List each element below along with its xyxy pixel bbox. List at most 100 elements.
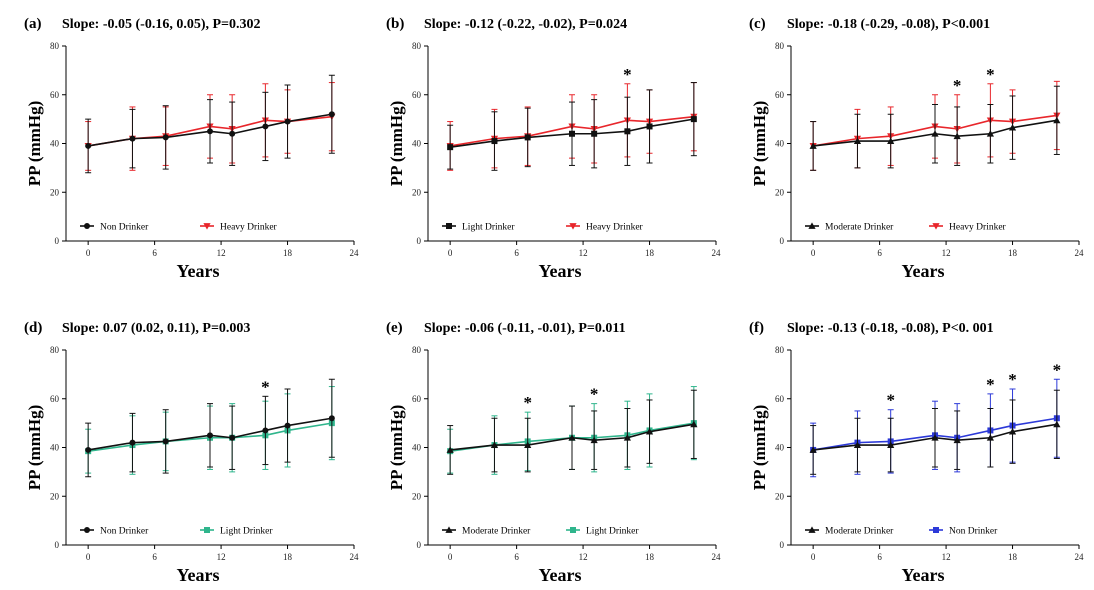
series-line	[813, 423, 1057, 451]
legend-label: Non Drinker	[100, 527, 149, 537]
data-point	[590, 436, 598, 444]
legend-marker	[84, 527, 90, 533]
y-axis-label: PP (mmHg)	[387, 101, 406, 186]
data-point	[1053, 420, 1061, 428]
x-tick-label: 12	[217, 552, 226, 562]
chart-title: Slope: -0.05 (-0.16, 0.05), P=0.302	[62, 17, 261, 32]
y-tick-label: 0	[55, 540, 60, 550]
y-axis-label: PP (mmHg)	[750, 405, 769, 490]
panel-label: (d)	[24, 320, 42, 336]
y-axis-label: PP (mmHg)	[25, 101, 44, 186]
chart-title: Slope: -0.13 (-0.18, -0.08), P<0. 001	[787, 321, 994, 336]
data-point	[624, 128, 631, 135]
x-tick-label: 6	[877, 552, 882, 562]
series-non-drinker	[85, 74, 335, 174]
data-point	[328, 415, 335, 422]
data-point	[446, 446, 454, 453]
legend-entry: Heavy Drinker	[200, 223, 278, 233]
data-point	[931, 130, 939, 137]
y-tick-label: 0	[780, 236, 785, 246]
x-tick-label: 24	[1075, 248, 1085, 258]
x-tick-label: 12	[942, 552, 951, 562]
x-tick-label: 24	[1075, 552, 1085, 562]
x-tick-label: 18	[283, 248, 293, 258]
series-non-drinker	[85, 378, 335, 478]
chart-title: Slope: -0.18 (-0.29, -0.08), P<0.001	[787, 17, 990, 32]
x-tick-label: 6	[514, 552, 519, 562]
significance-star: *	[523, 393, 532, 412]
y-tick-label: 20	[50, 187, 60, 197]
x-axis-label: Years	[539, 261, 582, 281]
legend-marker	[808, 222, 816, 229]
data-point	[690, 420, 698, 428]
legend-label: Light Drinker	[462, 223, 515, 233]
data-point	[645, 428, 654, 435]
series-line	[813, 417, 1057, 451]
panel-label: (c)	[749, 16, 766, 32]
data-point	[887, 137, 895, 144]
data-point	[207, 432, 213, 439]
y-tick-label: 80	[412, 41, 422, 51]
y-tick-label: 40	[50, 139, 60, 149]
significance-star: *	[986, 65, 995, 84]
x-axis-label: Years	[177, 261, 220, 281]
legend-label: Heavy Drinker	[220, 223, 278, 233]
legend-label: Moderate Drinker	[825, 527, 894, 537]
legend-marker	[932, 223, 940, 230]
y-tick-label: 20	[50, 491, 60, 501]
significance-star: *	[886, 391, 895, 410]
data-point	[328, 111, 335, 118]
series-light-drinker	[447, 82, 697, 171]
data-point	[229, 434, 236, 441]
data-point	[809, 142, 817, 149]
legend-entry: Non Drinker	[80, 527, 149, 537]
y-tick-label: 0	[417, 540, 422, 550]
legend-marker	[204, 527, 210, 533]
data-point	[207, 128, 213, 135]
x-axis-label: Years	[902, 565, 945, 585]
y-tick-label: 60	[412, 394, 422, 404]
data-point	[1008, 124, 1017, 131]
x-tick-label: 18	[1008, 248, 1018, 258]
chart-title: Slope: 0.07 (0.02, 0.11), P=0.003	[62, 321, 250, 336]
data-point	[524, 441, 532, 448]
series-line	[813, 119, 1057, 147]
x-tick-label: 0	[811, 552, 816, 562]
data-point	[887, 441, 895, 448]
data-point	[284, 118, 291, 125]
data-point	[690, 116, 697, 123]
legend-entry: Heavy Drinker	[566, 223, 644, 233]
data-point	[85, 446, 92, 453]
y-tick-label: 40	[50, 443, 60, 453]
data-point	[491, 138, 498, 145]
y-tick-label: 0	[417, 236, 422, 246]
y-tick-label: 60	[50, 394, 60, 404]
series-line	[813, 114, 1057, 147]
x-tick-label: 12	[579, 552, 588, 562]
legend-label: Moderate Drinker	[462, 527, 531, 537]
y-tick-label: 40	[775, 443, 785, 453]
legend-entry: Light Drinker	[200, 527, 273, 537]
x-axis-label: Years	[902, 261, 945, 281]
legend-label: Non Drinker	[949, 527, 998, 537]
y-tick-label: 20	[412, 187, 422, 197]
data-point	[646, 123, 653, 130]
legend-label: Heavy Drinker	[586, 223, 644, 233]
data-point	[591, 130, 598, 137]
y-axis-label: PP (mmHg)	[387, 405, 406, 490]
data-point	[853, 441, 862, 448]
x-tick-label: 0	[448, 248, 453, 258]
y-tick-label: 40	[775, 139, 785, 149]
significance-star: *	[590, 385, 599, 404]
data-point	[623, 434, 631, 441]
series-line	[88, 417, 332, 451]
legend-entry: Non Drinker	[80, 223, 149, 233]
series-line	[450, 115, 694, 147]
data-point	[284, 422, 291, 429]
y-tick-label: 80	[50, 345, 60, 355]
legend-marker	[570, 527, 576, 533]
data-point	[162, 438, 169, 445]
y-tick-label: 60	[775, 90, 785, 100]
x-tick-label: 18	[1008, 552, 1018, 562]
legend-marker	[446, 223, 452, 229]
